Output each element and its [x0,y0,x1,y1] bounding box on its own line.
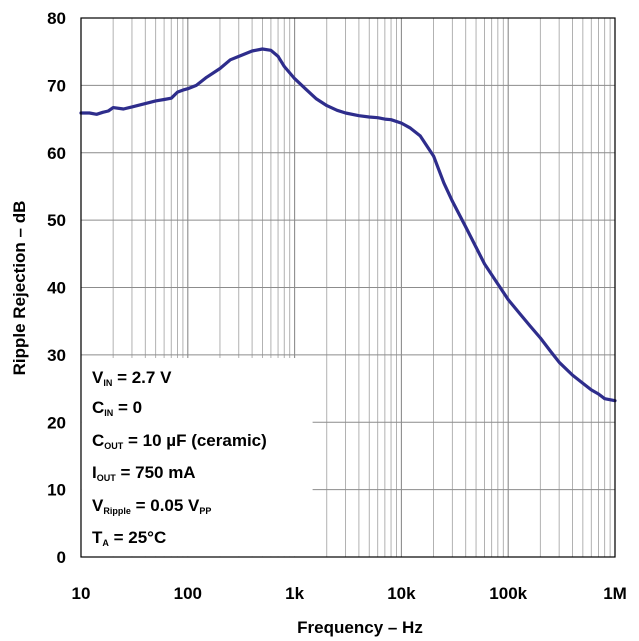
condition-subscript: PP [199,506,211,516]
condition-subscript: Ripple [103,506,131,516]
y-tick-label: 10 [47,481,66,500]
x-tick-label: 10 [72,584,91,603]
x-tick-label: 1k [285,584,304,603]
y-tick-label: 80 [47,9,66,28]
condition-line: VIN = 2.7 V [92,368,172,388]
y-tick-label: 30 [47,346,66,365]
x-tick-labels: 10 100 1k 10k 100k 1M [72,584,627,603]
y-tick-label: 50 [47,211,66,230]
x-tick-label: 100k [489,584,527,603]
x-axis-title: Frequency – Hz [297,618,423,637]
condition-value: = 0.05 V [131,496,200,515]
condition-symbol: C [92,431,104,450]
condition-subscript: OUT [104,441,124,451]
condition-symbol: V [92,496,104,515]
x-tick-label: 10k [387,584,416,603]
condition-line: VRipple = 0.05 VPP [92,496,211,516]
condition-line: CIN = 0 [92,398,142,418]
x-tick-label: 100 [174,584,202,603]
condition-subscript: OUT [97,473,117,483]
condition-line: IOUT = 750 mA [92,463,196,483]
y-tick-label: 20 [47,413,66,432]
condition-value: = 2.7 V [112,368,172,387]
condition-symbol: V [92,368,104,387]
condition-value: = 0 [113,398,142,417]
condition-line: TA = 25°C [92,528,166,548]
plot-frame [80,17,616,558]
condition-subscript: IN [104,408,113,418]
condition-symbol: T [92,528,103,547]
y-tick-label: 0 [57,548,66,567]
condition-value: = 10 µF (ceramic) [123,431,267,450]
series-line-ripple-rejection [79,47,617,403]
condition-value: = 25°C [109,528,166,547]
condition-value: = 750 mA [116,463,196,482]
condition-line: COUT = 10 µF (ceramic) [92,431,267,451]
y-tick-labels: 0 10 20 30 40 50 60 70 80 [47,9,66,567]
y-tick-label: 60 [47,144,66,163]
conditions-box-background [81,358,313,557]
condition-subscript: A [102,538,109,548]
condition-subscript: IN [103,378,112,388]
condition-symbol: C [92,398,104,417]
x-tick-label: 1M [603,584,627,603]
condition-symbol: I [92,463,97,482]
y-tick-label: 70 [47,76,66,95]
y-tick-label: 40 [47,279,66,298]
y-axis-title: Ripple Rejection – dB [10,201,29,376]
